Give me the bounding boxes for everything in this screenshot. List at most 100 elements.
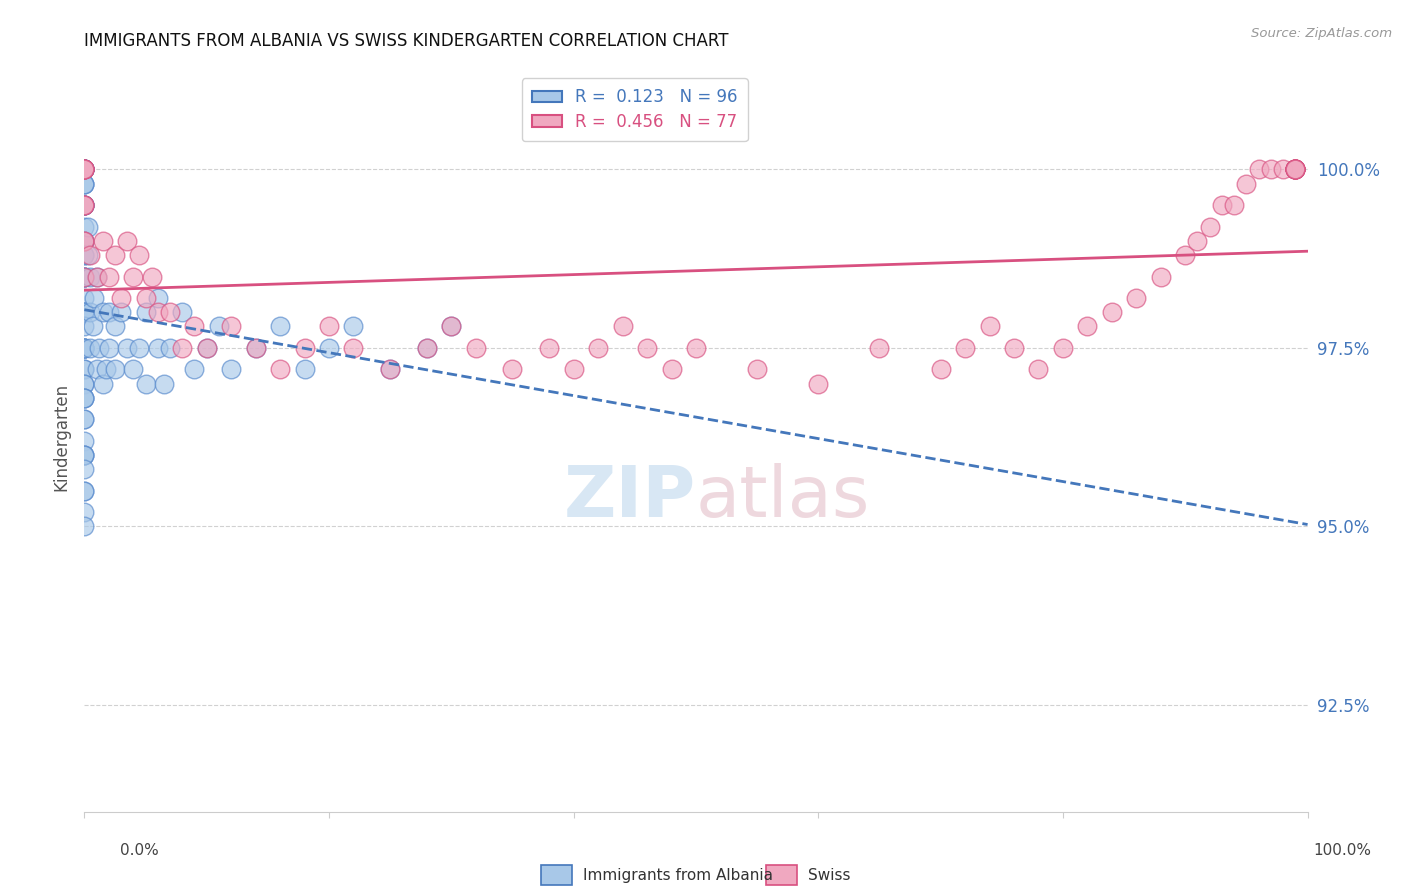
Point <box>1125 291 1147 305</box>
Point <box>1236 177 1258 191</box>
Point <box>73 376 96 391</box>
Point <box>195 341 218 355</box>
Point <box>245 341 267 355</box>
Point <box>97 305 120 319</box>
Point <box>141 269 163 284</box>
Point <box>73 198 96 212</box>
Point <box>172 341 194 355</box>
Point <box>122 362 145 376</box>
Point <box>73 177 96 191</box>
Point <box>416 341 439 355</box>
Point <box>538 341 561 355</box>
Point <box>73 341 96 355</box>
Point <box>464 341 486 355</box>
Point <box>73 269 96 284</box>
Point <box>73 162 96 177</box>
Text: 0.0%: 0.0% <box>120 843 159 858</box>
Point <box>104 319 127 334</box>
Point <box>612 319 634 334</box>
Point <box>73 234 96 248</box>
Point <box>502 362 524 376</box>
Point <box>73 483 96 498</box>
Point <box>73 198 96 212</box>
Point <box>1284 162 1306 177</box>
Point <box>586 341 609 355</box>
Point <box>73 505 96 519</box>
Point <box>380 362 402 376</box>
Point <box>73 162 96 177</box>
Point <box>73 291 96 305</box>
Point <box>73 483 96 498</box>
Point <box>73 341 96 355</box>
Point <box>73 162 96 177</box>
Point <box>269 319 291 334</box>
Point <box>294 341 316 355</box>
Text: Swiss: Swiss <box>808 869 851 883</box>
Point <box>91 305 114 319</box>
Point <box>79 341 101 355</box>
Legend: R =  0.123   N = 96, R =  0.456   N = 77: R = 0.123 N = 96, R = 0.456 N = 77 <box>522 78 748 141</box>
Point <box>73 162 96 177</box>
Point <box>979 319 1001 334</box>
Point <box>97 341 120 355</box>
Point <box>1076 319 1098 334</box>
Point <box>245 341 267 355</box>
Point <box>110 291 132 305</box>
Point <box>73 198 96 212</box>
Point <box>1284 162 1306 177</box>
Point <box>73 391 96 405</box>
Point <box>73 198 96 212</box>
Point <box>73 341 96 355</box>
Point <box>1052 341 1074 355</box>
Point <box>146 291 169 305</box>
Point <box>73 362 96 376</box>
Point <box>661 362 683 376</box>
Text: Immigrants from Albania: Immigrants from Albania <box>583 869 773 883</box>
Point <box>1284 162 1306 177</box>
Text: Source: ZipAtlas.com: Source: ZipAtlas.com <box>1251 27 1392 40</box>
Point <box>73 412 96 426</box>
Point <box>73 162 96 177</box>
Text: IMMIGRANTS FROM ALBANIA VS SWISS KINDERGARTEN CORRELATION CHART: IMMIGRANTS FROM ALBANIA VS SWISS KINDERG… <box>84 32 728 50</box>
Point <box>73 362 96 376</box>
Point <box>1211 198 1233 212</box>
Point <box>219 362 242 376</box>
Point <box>73 234 96 248</box>
Point <box>269 362 291 376</box>
Point <box>1247 162 1270 177</box>
Point <box>73 269 96 284</box>
Point <box>77 219 100 234</box>
Point <box>73 519 96 533</box>
Point <box>79 248 101 262</box>
Point <box>115 341 138 355</box>
Point <box>104 362 127 376</box>
Point <box>97 269 120 284</box>
Point <box>128 248 150 262</box>
Point <box>104 248 127 262</box>
Point <box>73 162 96 177</box>
Text: 100.0%: 100.0% <box>1313 843 1371 858</box>
Point <box>87 341 110 355</box>
Point <box>73 341 96 355</box>
Point <box>83 291 105 305</box>
Point <box>73 269 96 284</box>
Point <box>73 177 96 191</box>
Point <box>195 341 218 355</box>
Point <box>1284 162 1306 177</box>
Point <box>73 269 96 284</box>
Point <box>146 305 169 319</box>
Text: atlas: atlas <box>696 463 870 532</box>
Point <box>73 219 96 234</box>
Point <box>440 319 463 334</box>
Point <box>73 376 96 391</box>
Point <box>135 376 157 391</box>
Point <box>159 305 181 319</box>
Point <box>294 362 316 376</box>
Point <box>73 462 96 476</box>
Point <box>73 412 96 426</box>
Point <box>115 234 138 248</box>
Point <box>636 341 658 355</box>
Point <box>440 319 463 334</box>
Point <box>1260 162 1282 177</box>
Point <box>183 319 205 334</box>
